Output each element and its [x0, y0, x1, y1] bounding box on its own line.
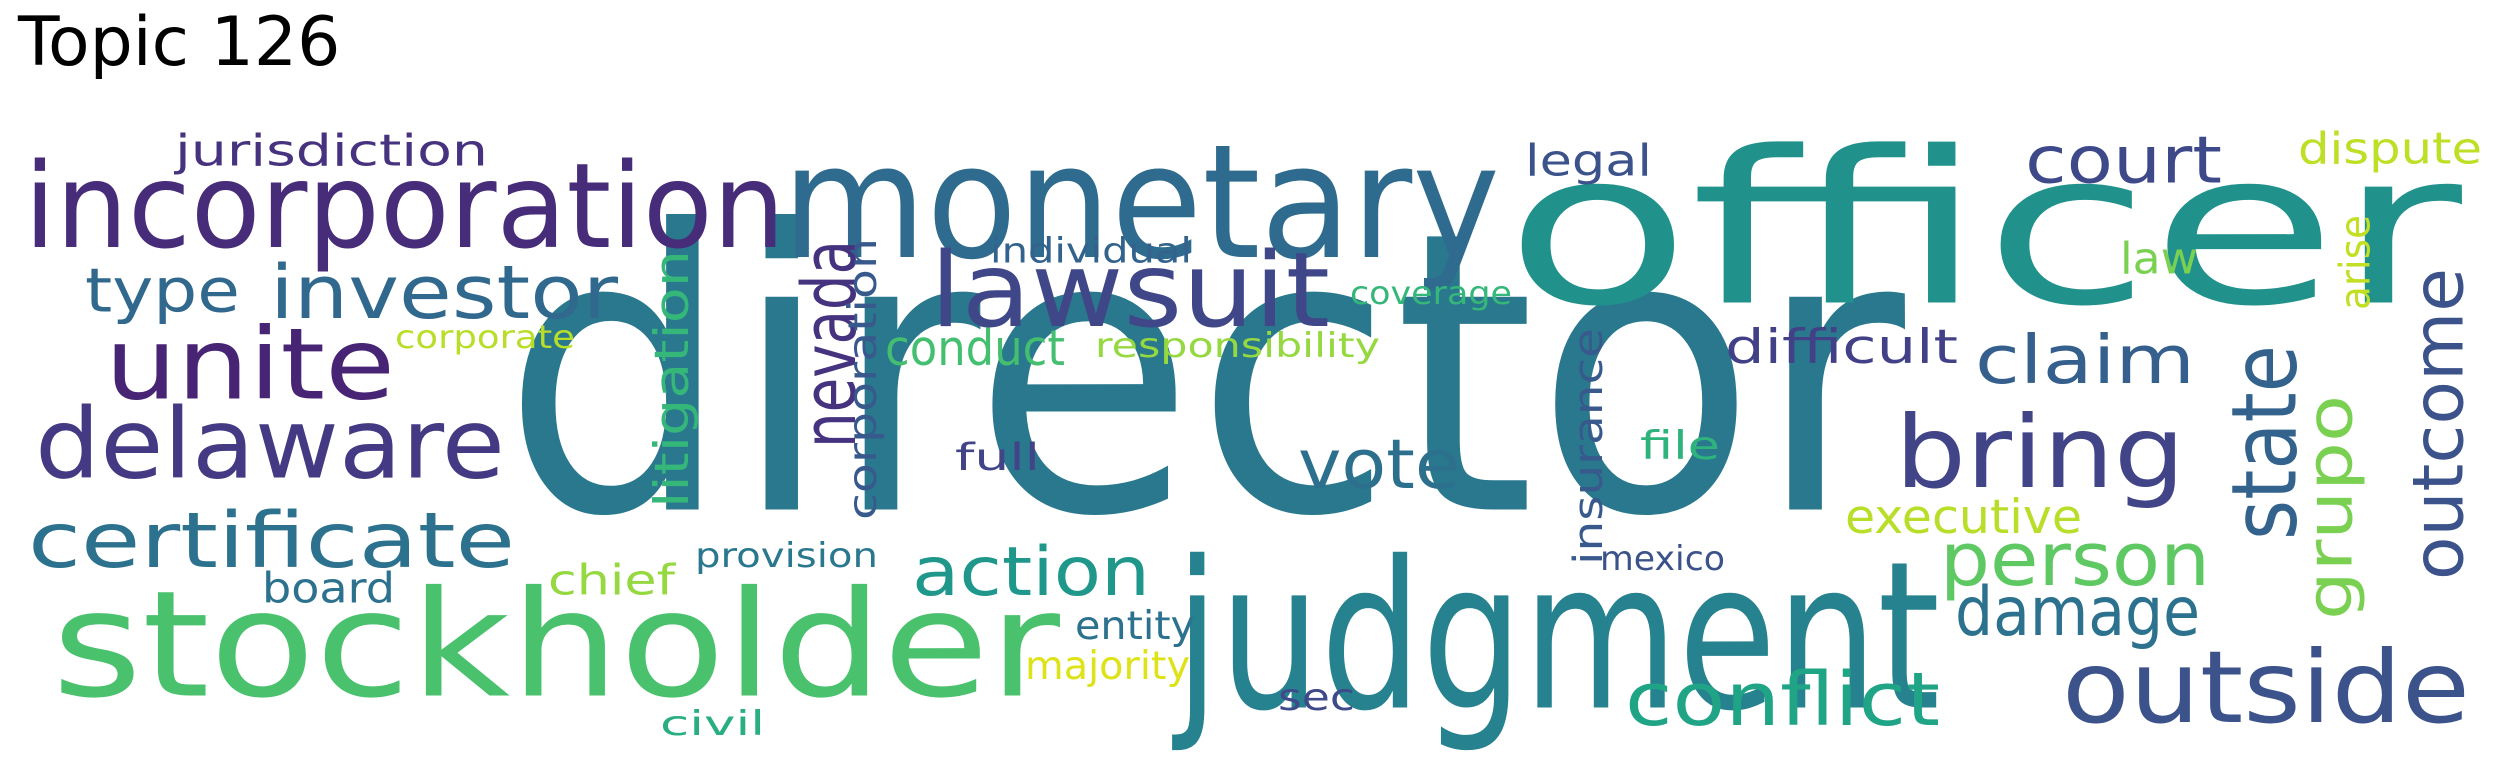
word-sec: sec	[1278, 676, 1355, 719]
word-bring: bring	[1895, 394, 2185, 511]
word-person: person	[1940, 517, 2210, 603]
word-dispute: dispute	[2298, 124, 2482, 175]
word-mexico: mexico	[1600, 539, 1725, 579]
word-unite: unite	[105, 308, 395, 423]
word-certificate: certificate	[28, 497, 515, 586]
word-individual: individual	[990, 232, 1192, 272]
word-claim: claim	[1975, 321, 2195, 399]
word-responsibility: responsibility	[1095, 326, 1380, 366]
word-executive: executive	[1845, 490, 2082, 545]
word-law: law	[2120, 234, 2198, 285]
page-title: Topic 126	[18, 3, 341, 82]
word-outside: outside	[2062, 629, 2470, 746]
word-grupo: grupo	[2294, 395, 2367, 620]
word-jurisdiction: jurisdiction	[174, 126, 488, 177]
word-director: director	[502, 149, 1909, 602]
word-delaware: delaware	[35, 388, 505, 501]
word-entity: entity	[1075, 604, 1195, 649]
word-coverage: coverage	[1350, 274, 1512, 312]
word-incorporation: incorporation	[24, 137, 785, 275]
word-officer: officer	[1505, 106, 2463, 353]
word-file: file	[1640, 424, 1720, 469]
word-outcome: outcome	[2398, 268, 2480, 580]
word-legal: legal	[1525, 136, 1652, 187]
word-provision: provision	[695, 536, 878, 576]
word-damage: damage	[1955, 573, 2200, 652]
word-monetary: monetary	[782, 111, 1500, 295]
word-type: type	[85, 256, 240, 327]
word-judgment: judgment	[1172, 519, 1940, 757]
word-action: action	[912, 533, 1150, 612]
word-investor: investor	[270, 250, 619, 336]
word-difficult: difficult	[1725, 320, 1958, 375]
word-conflict: conflict	[1625, 657, 1940, 743]
word-conduct: conduct	[885, 320, 1065, 377]
word-board: board	[262, 564, 395, 613]
word-lawsuit: lawsuit	[930, 231, 1330, 351]
word-vote: vote	[1298, 425, 1460, 505]
word-insurance: insurance	[1566, 328, 1612, 565]
word-majority: majority	[1025, 644, 1190, 689]
word-court: court	[2025, 124, 2222, 199]
word-state: state	[2213, 345, 2318, 540]
word-corporate: corporate	[395, 318, 575, 356]
word-full: full	[955, 436, 1040, 479]
word-arise: arise	[2331, 215, 2380, 310]
word-chief: chief	[548, 556, 676, 605]
word-civil: civil	[660, 704, 765, 744]
word-stockholder: stockholder	[52, 560, 1061, 731]
word-litigation: litigation	[645, 250, 700, 508]
word-corporation: corporation	[841, 238, 886, 520]
word-nevada: nevada	[787, 240, 873, 448]
